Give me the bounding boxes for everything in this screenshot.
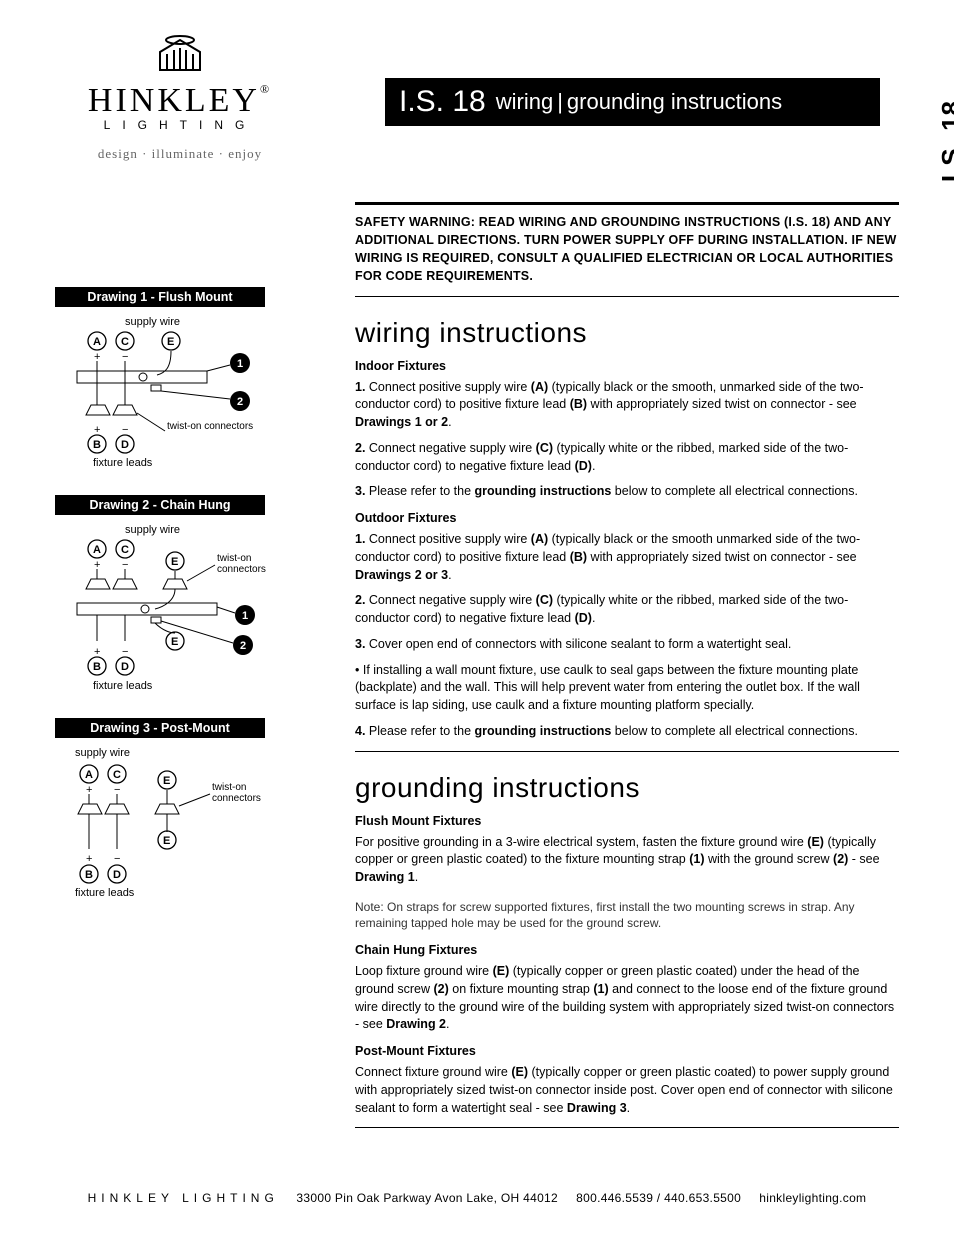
drawing-3: Drawing 3 - Post-Mount supply wire A C E… [55, 718, 315, 909]
svg-text:E: E [167, 336, 174, 348]
footer-url: hinkleylighting.com [759, 1191, 866, 1205]
svg-text:C: C [121, 336, 129, 348]
drawing-1-title: Drawing 1 - Flush Mount [55, 287, 265, 307]
svg-text:2: 2 [237, 396, 243, 408]
safety-warning: SAFETY WARNING: READ WIRING AND GROUNDIN… [355, 213, 899, 286]
svg-text:D: D [121, 661, 129, 673]
drawing-2-svg: supply wire A C + − E [55, 521, 285, 696]
svg-text:E: E [171, 636, 178, 648]
svg-text:A: A [93, 544, 101, 556]
outdoor-step-1: 1. Connect positive supply wire (A) (typ… [355, 531, 899, 584]
footer: HINKLEY LIGHTING 33000 Pin Oak Parkway A… [0, 1191, 954, 1205]
svg-text:fixture leads: fixture leads [93, 680, 153, 692]
svg-text:D: D [121, 439, 129, 451]
footer-brand: HINKLEY LIGHTING [88, 1191, 279, 1205]
svg-text:+: + [86, 853, 92, 865]
svg-text:−: − [122, 646, 128, 658]
svg-text:supply wire: supply wire [75, 747, 130, 759]
svg-text:twist-on: twist-on [212, 782, 246, 793]
drawings-column: Drawing 1 - Flush Mount supply wire A C … [55, 192, 315, 1138]
outdoor-subhead: Outdoor Fixtures [355, 511, 899, 525]
svg-text:twist-on: twist-on [217, 553, 251, 564]
svg-text:+: + [94, 646, 100, 658]
indoor-step-3: 3. Please refer to the grounding instruc… [355, 483, 899, 501]
title-sub: wiring|grounding instructions [496, 89, 782, 115]
svg-text:E: E [163, 835, 170, 847]
outdoor-step-2: 2. Connect negative supply wire (C) (typ… [355, 592, 899, 628]
drawing-1: Drawing 1 - Flush Mount supply wire A C … [55, 287, 315, 473]
rule [355, 202, 899, 205]
brand-name: HINKLEY® [55, 82, 305, 120]
indoor-step-1: 1. Connect positive supply wire (A) (typ… [355, 379, 899, 432]
drawing-2: Drawing 2 - Chain Hung supply wire A C +… [55, 495, 315, 696]
svg-text:D: D [113, 869, 121, 881]
content-column: SAFETY WARNING: READ WIRING AND GROUNDIN… [355, 192, 899, 1138]
svg-text:1: 1 [237, 358, 243, 370]
flush-subhead: Flush Mount Fixtures [355, 814, 899, 828]
brand-sub: LIGHTING [55, 118, 305, 132]
svg-text:E: E [171, 556, 178, 568]
footer-addr: 33000 Pin Oak Parkway Avon Lake, OH 4401… [296, 1191, 558, 1205]
indoor-step-2: 2. Connect negative supply wire (C) (typ… [355, 440, 899, 476]
svg-text:fixture leads: fixture leads [93, 457, 153, 469]
svg-text:B: B [93, 439, 101, 451]
brand-tagline: design · illuminate · enjoy [55, 146, 305, 162]
chain-text: Loop fixture ground wire (E) (typically … [355, 963, 899, 1034]
indoor-subhead: Indoor Fixtures [355, 359, 899, 373]
svg-text:A: A [85, 769, 93, 781]
svg-text:connectors: connectors [212, 793, 261, 804]
outdoor-step-3: 3. Cover open end of connectors with sil… [355, 636, 899, 654]
outdoor-bullet: • If installing a wall mount fixture, us… [355, 662, 899, 715]
post-subhead: Post-Mount Fixtures [355, 1044, 899, 1058]
svg-text:2: 2 [240, 640, 246, 652]
drawing-3-svg: supply wire A C E + − [55, 744, 285, 909]
svg-text:B: B [93, 661, 101, 673]
title-bar: I.S. 18 wiring|grounding instructions [385, 78, 880, 126]
logo: HINKLEY® LIGHTING design · illuminate · … [55, 30, 305, 162]
logo-icon [55, 30, 305, 80]
side-tab: I.S. 18 [936, 100, 954, 182]
wiring-heading: wiring instructions [355, 317, 899, 349]
rule [355, 296, 899, 297]
svg-text:supply wire: supply wire [125, 524, 180, 536]
svg-text:1: 1 [242, 610, 248, 622]
chain-subhead: Chain Hung Fixtures [355, 943, 899, 957]
svg-text:twist-on connectors: twist-on connectors [167, 421, 253, 432]
rule [355, 1127, 899, 1128]
svg-text:C: C [113, 769, 121, 781]
drawing-3-title: Drawing 3 - Post-Mount [55, 718, 265, 738]
flush-text: For positive grounding in a 3-wire elect… [355, 834, 899, 887]
flush-note: Note: On straps for screw supported fixt… [355, 899, 899, 931]
svg-text:connectors: connectors [217, 564, 266, 575]
svg-text:supply wire: supply wire [125, 316, 180, 328]
grounding-heading: grounding instructions [355, 772, 899, 804]
drawing-2-title: Drawing 2 - Chain Hung [55, 495, 265, 515]
title-main: I.S. 18 [399, 85, 486, 119]
svg-text:−: − [114, 853, 120, 865]
footer-phone: 800.446.5539 / 440.653.5500 [576, 1191, 741, 1205]
svg-text:C: C [121, 544, 129, 556]
svg-text:fixture leads: fixture leads [75, 887, 135, 899]
svg-text:+: + [94, 424, 100, 436]
svg-text:B: B [85, 869, 93, 881]
svg-text:A: A [93, 336, 101, 348]
drawing-1-svg: supply wire A C E + − [55, 313, 285, 473]
svg-text:E: E [163, 775, 170, 787]
page: I.S. 18 HINKLEY® LIGHTING design · illum… [0, 0, 954, 1235]
svg-text:−: − [122, 424, 128, 436]
rule [355, 751, 899, 752]
post-text: Connect fixture ground wire (E) (typical… [355, 1064, 899, 1117]
outdoor-step-4: 4. Please refer to the grounding instruc… [355, 723, 899, 741]
